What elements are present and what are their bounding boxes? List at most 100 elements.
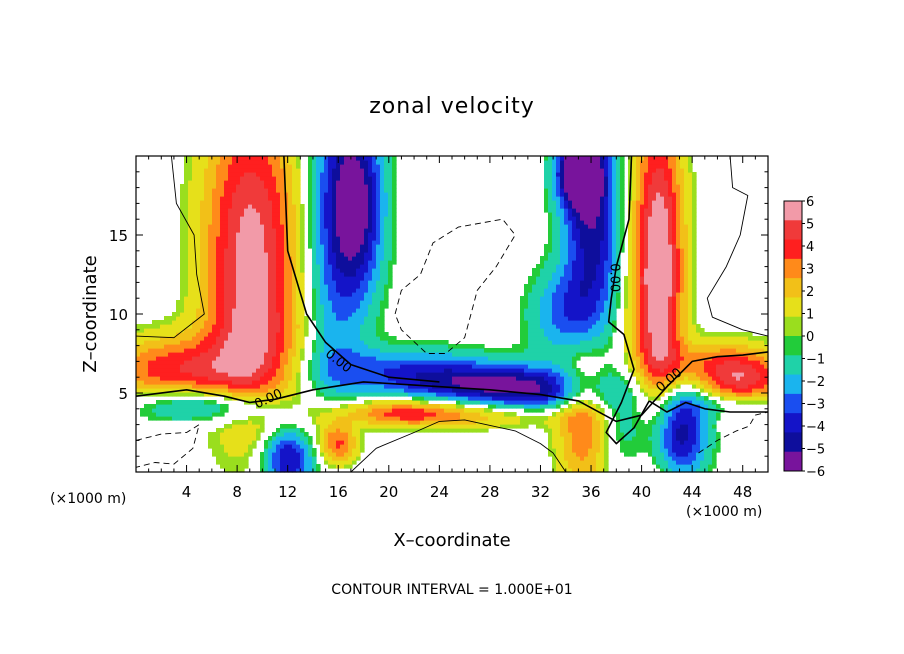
- field-cell: [240, 236, 245, 241]
- field-cell: [284, 332, 289, 337]
- field-cell: [280, 232, 285, 237]
- field-cell: [296, 312, 301, 317]
- field-cell: [468, 428, 473, 433]
- field-cell: [524, 300, 529, 305]
- field-cell: [240, 168, 245, 173]
- field-cell: [360, 264, 365, 269]
- field-cell: [232, 376, 237, 381]
- field-cell: [348, 216, 353, 221]
- field-cell: [204, 228, 209, 233]
- field-cell: [316, 200, 321, 205]
- field-cell: [336, 236, 341, 241]
- field-cell: [248, 244, 253, 249]
- field-cell: [248, 252, 253, 257]
- field-cell: [372, 420, 377, 425]
- field-cell: [488, 384, 493, 389]
- field-cell: [228, 192, 233, 197]
- field-cell: [156, 412, 161, 417]
- field-cell: [388, 348, 393, 353]
- field-cell: [352, 264, 357, 269]
- field-cell: [140, 336, 145, 341]
- field-cell: [188, 380, 193, 385]
- field-cell: [388, 404, 393, 409]
- field-cell: [304, 456, 309, 461]
- field-cell: [256, 292, 261, 297]
- field-cell: [384, 236, 389, 241]
- field-cell: [268, 216, 273, 221]
- field-cell: [244, 324, 249, 329]
- field-cell: [248, 436, 253, 441]
- field-cell: [544, 272, 549, 277]
- field-cell: [356, 248, 361, 253]
- field-cell: [200, 356, 205, 361]
- field-cell: [280, 220, 285, 225]
- field-cell: [328, 176, 333, 181]
- field-cell: [392, 368, 397, 373]
- field-cell: [368, 316, 373, 321]
- field-cell: [160, 328, 165, 333]
- field-cell: [348, 424, 353, 429]
- field-cell: [452, 424, 457, 429]
- field-cell: [140, 380, 145, 385]
- field-cell: [524, 348, 529, 353]
- field-cell: [552, 344, 557, 349]
- field-cell: [544, 308, 549, 313]
- field-cell: [264, 200, 269, 205]
- field-cell: [524, 384, 529, 389]
- field-cell: [276, 308, 281, 313]
- field-cell: [244, 384, 249, 389]
- field-cell: [196, 384, 201, 389]
- field-cell: [164, 344, 169, 349]
- field-cell: [348, 228, 353, 233]
- field-cell: [136, 340, 141, 345]
- field-cell: [320, 436, 325, 441]
- field-cell: [492, 368, 497, 373]
- field-cell: [340, 268, 345, 273]
- field-cell: [376, 308, 381, 313]
- field-cell: [332, 464, 337, 469]
- field-cell: [424, 356, 429, 361]
- field-cell: [360, 404, 365, 409]
- field-cell: [256, 280, 261, 285]
- field-cell: [276, 208, 281, 213]
- field-cell: [544, 384, 549, 389]
- field-cell: [552, 436, 557, 441]
- field-cell: [336, 172, 341, 177]
- field-cell: [284, 456, 289, 461]
- field-cell: [212, 164, 217, 169]
- field-cell: [196, 244, 201, 249]
- field-cell: [380, 352, 385, 357]
- field-cell: [544, 392, 549, 397]
- field-cell: [164, 368, 169, 373]
- field-cell: [236, 176, 241, 181]
- field-cell: [524, 400, 529, 405]
- field-cell: [292, 432, 297, 437]
- field-cell: [352, 180, 357, 185]
- field-cell: [364, 220, 369, 225]
- field-cell: [272, 292, 277, 297]
- field-cell: [536, 332, 541, 337]
- field-cell: [240, 456, 245, 461]
- field-cell: [272, 400, 277, 405]
- field-cell: [276, 464, 281, 469]
- field-cell: [196, 324, 201, 329]
- field-cell: [240, 344, 245, 349]
- field-cell: [288, 352, 293, 357]
- field-cell: [440, 404, 445, 409]
- field-cell: [524, 396, 529, 401]
- field-cell: [236, 444, 241, 449]
- field-cell: [532, 296, 537, 301]
- field-cell: [376, 216, 381, 221]
- field-cell: [472, 348, 477, 353]
- field-cell: [544, 204, 549, 209]
- field-cell: [264, 220, 269, 225]
- field-cell: [380, 388, 385, 393]
- field-cell: [224, 268, 229, 273]
- field-cell: [288, 224, 293, 229]
- field-cell: [220, 164, 225, 169]
- field-cell: [384, 300, 389, 305]
- field-cell: [312, 240, 317, 245]
- field-cell: [248, 272, 253, 277]
- field-cell: [364, 416, 369, 421]
- field-cell: [396, 352, 401, 357]
